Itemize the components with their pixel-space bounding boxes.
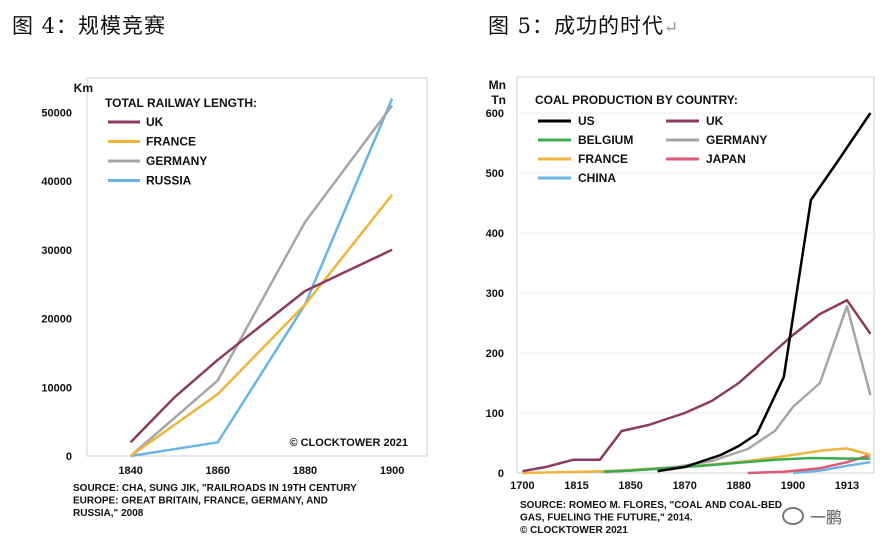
source-line-1: SOURCE: CHA, SUNG JIK, "RAILROADS IN 19T… xyxy=(73,483,357,494)
source-line-2: GAS, FUELING THE FUTURE," 2014. xyxy=(520,513,693,524)
chart-title: TOTAL RAILWAY LENGTH: xyxy=(105,96,257,110)
y-tick-0: 0 xyxy=(498,468,504,480)
y-tick-0: 0 xyxy=(66,451,72,463)
legend-label-uk: UK xyxy=(706,114,724,128)
y-tick-500: 500 xyxy=(486,168,504,180)
legend-label-germany: GERMANY xyxy=(146,154,207,168)
y-tick-20000: 20000 xyxy=(41,314,72,326)
y-tick-10000: 10000 xyxy=(41,382,72,394)
legend-label-us: US xyxy=(578,114,595,128)
y-axis-label-line-2: Tn xyxy=(491,93,506,107)
plot-frame xyxy=(516,76,875,474)
legend-label-uk: UK xyxy=(146,115,164,129)
figure-5-heading: 图 5：成功的时代↵ xyxy=(488,14,680,38)
return-mark-icon: ↵ xyxy=(664,18,680,38)
series-line-france xyxy=(129,194,394,458)
y-axis-label: Km xyxy=(74,81,93,95)
source-line-2: EUROPE: GREAT BRITAIN, FRANCE, GERMANY, … xyxy=(73,496,328,507)
x-tick-1900: 1900 xyxy=(781,480,805,492)
series-line-uk xyxy=(522,298,872,473)
legend-label-japan: JAPAN xyxy=(706,152,746,166)
x-tick-1700: 1700 xyxy=(510,480,534,492)
y-tick-300: 300 xyxy=(486,288,504,300)
watermark: 一鹏 xyxy=(782,503,882,529)
y-tick-100: 100 xyxy=(486,408,504,420)
legend-label-germany: GERMANY xyxy=(706,133,767,147)
watermark-text: 一鹏 xyxy=(810,508,843,527)
y-tick-50000: 50000 xyxy=(41,107,72,119)
x-tick-1880: 1880 xyxy=(727,480,751,492)
x-tick-1850: 1850 xyxy=(618,480,642,492)
source-line-3: © CLOCKTOWER 2021 xyxy=(520,525,628,536)
legend-label-belgium: BELGIUM xyxy=(578,133,633,147)
legend-label-china: CHINA xyxy=(578,171,616,185)
x-tick-1880: 1880 xyxy=(293,465,317,477)
legend-label-france: FRANCE xyxy=(146,135,196,149)
source-line-1: SOURCE: ROMEO M. FLORES, "COAL AND COAL-… xyxy=(520,500,782,511)
plot-frame xyxy=(86,77,428,457)
series-line-uk xyxy=(129,248,393,444)
x-tick-1860: 1860 xyxy=(206,465,230,477)
y-tick-30000: 30000 xyxy=(41,245,72,257)
series-line-belgium xyxy=(603,456,871,474)
x-tick-1815: 1815 xyxy=(564,480,588,492)
series-line-russia xyxy=(130,98,394,458)
legend-label-france: FRANCE xyxy=(578,152,628,166)
x-tick-1840: 1840 xyxy=(118,465,142,477)
x-tick-1900: 1900 xyxy=(380,465,404,477)
y-axis-label-line-1: Mn xyxy=(489,78,506,92)
series-line-germany xyxy=(129,104,394,457)
x-tick-1913: 1913 xyxy=(835,480,859,492)
legend-label-russia: RUSSIA xyxy=(146,174,192,188)
copyright-annotation: © CLOCKTOWER 2021 xyxy=(289,437,408,449)
wechat-bubble-icon xyxy=(782,507,804,525)
y-tick-600: 600 xyxy=(486,108,504,120)
source-line-3: RUSSIA," 2008 xyxy=(73,508,144,519)
series-line-us xyxy=(657,112,872,473)
y-tick-40000: 40000 xyxy=(41,176,72,188)
y-tick-400: 400 xyxy=(486,228,504,240)
figure-4-heading: 图 4：规模竞赛 xyxy=(12,14,167,38)
chart-title: COAL PRODUCTION BY COUNTRY: xyxy=(535,93,738,107)
y-tick-200: 200 xyxy=(486,348,504,360)
x-tick-1870: 1870 xyxy=(672,480,696,492)
series-line-china xyxy=(792,460,871,475)
